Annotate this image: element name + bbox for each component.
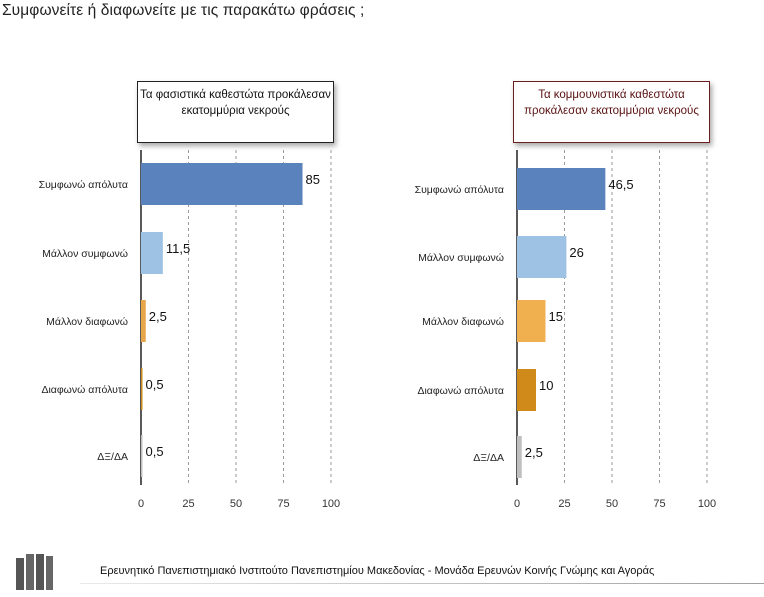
category-label: Μάλλον διαφωνώ bbox=[422, 316, 504, 328]
category-label: Διαφωνώ απόλυτα bbox=[41, 384, 128, 396]
chart-title-communist: Τα κομμουνιστικά καθεστώτα προκάλεσαν εκ… bbox=[513, 81, 710, 143]
bar bbox=[517, 369, 536, 411]
data-label: 85 bbox=[306, 172, 320, 187]
data-label: 2,5 bbox=[525, 445, 543, 460]
data-label: 26 bbox=[569, 245, 583, 260]
x-tick-label: 50 bbox=[230, 498, 242, 510]
bar bbox=[517, 300, 546, 342]
x-tick-label: 50 bbox=[606, 498, 618, 510]
footer-text: Ερευνητικό Πανεπιστημιακό Ινστιτούτο Παν… bbox=[100, 565, 655, 577]
footer-divider bbox=[80, 583, 764, 584]
bar bbox=[141, 300, 146, 342]
x-tick-label: 75 bbox=[277, 498, 289, 510]
data-label: 2,5 bbox=[149, 309, 167, 324]
chart-title-fascist: Τα φασιστικά καθεστώτα προκάλεσαν εκατομ… bbox=[137, 81, 334, 143]
x-tick-label: 0 bbox=[514, 498, 520, 510]
bar bbox=[517, 236, 567, 278]
question-text: Συμφωνείτε ή διαφωνείτε με τις παρακάτω … bbox=[2, 2, 365, 19]
bar bbox=[517, 436, 522, 478]
x-tick-label: 25 bbox=[182, 498, 194, 510]
category-label: Διαφωνώ απόλυτα bbox=[417, 385, 504, 397]
bar bbox=[141, 232, 163, 274]
data-label: 0,5 bbox=[146, 377, 164, 392]
data-label: 0,5 bbox=[146, 444, 164, 459]
data-label: 11,5 bbox=[166, 241, 190, 256]
x-tick-label: 25 bbox=[558, 498, 570, 510]
category-label: Συμφωνώ απόλυτα bbox=[415, 184, 504, 196]
category-label: ΔΞ/ΔΑ bbox=[97, 451, 128, 463]
x-tick-label: 75 bbox=[653, 498, 665, 510]
x-tick-label: 100 bbox=[698, 498, 716, 510]
data-label: 46,5 bbox=[608, 177, 633, 192]
x-tick-label: 100 bbox=[322, 498, 340, 510]
category-label: ΔΞ/ΔΑ bbox=[473, 452, 504, 464]
x-tick-label: 0 bbox=[138, 498, 144, 510]
bar bbox=[517, 168, 606, 210]
category-label: Μάλλον συμφωνώ bbox=[42, 248, 128, 260]
institute-logo bbox=[16, 552, 54, 592]
category-label: Συμφωνώ απόλυτα bbox=[39, 179, 128, 191]
data-label: 15 bbox=[549, 309, 563, 324]
bar bbox=[141, 368, 143, 410]
category-label: Μάλλον διαφωνώ bbox=[46, 316, 128, 328]
data-label: 10 bbox=[539, 378, 553, 393]
category-label: Μάλλον συμφωνώ bbox=[418, 252, 504, 264]
bar bbox=[141, 435, 143, 477]
bar bbox=[141, 163, 303, 205]
